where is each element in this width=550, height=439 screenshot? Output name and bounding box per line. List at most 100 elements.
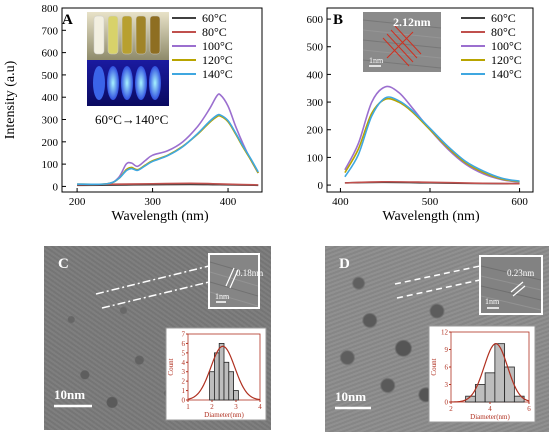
- gaussian-fit-curve: [450, 343, 530, 403]
- d-spacing-label: 0.18nm: [236, 268, 263, 278]
- y-tick-label: 3: [182, 368, 186, 376]
- histogram-bar: [484, 372, 496, 403]
- x-tick-label: 1: [186, 403, 190, 411]
- x-axis-label: Wavelength (nm): [382, 209, 480, 224]
- histogram-bar: [209, 371, 215, 401]
- series-line-120°C: [344, 97, 520, 183]
- panel-letter: C: [58, 256, 69, 272]
- histogram-y-label: Count: [167, 358, 175, 375]
- panel-c-overlay: 0.18nm 1nm C 10nm 1 2 3 401234567Diameter(n…: [54, 253, 267, 421]
- size-histogram: 2 4 6 0 3 6 9 12 Diameter(nm) Count: [428, 325, 536, 423]
- x-tick-label: 2: [449, 405, 453, 413]
- series-line-80°C: [344, 180, 520, 185]
- y-tick-label: 500: [42, 70, 59, 82]
- y-tick-label: 7: [182, 331, 186, 339]
- legend-entry: 100°C: [491, 39, 522, 53]
- scale-bar-label: 10nm: [335, 389, 366, 404]
- x-tick-label: 400: [220, 196, 237, 208]
- legend-entry: 80°C: [202, 25, 227, 39]
- histogram-y-label: Count: [430, 358, 438, 375]
- histogram-x-label: Diameter(nm): [470, 413, 510, 421]
- x-tick-label: 4: [488, 405, 492, 413]
- x-tick-label: 4: [258, 403, 262, 411]
- series-line-140°C: [344, 96, 520, 182]
- x-axis-label: Wavelength (nm): [111, 209, 209, 224]
- y-tick-label: 0: [53, 181, 59, 193]
- legend-entry: 140°C: [202, 67, 233, 81]
- y-tick-label: 200: [307, 125, 324, 137]
- y-tick-label: 0: [445, 399, 449, 407]
- panel-d-overlay: 0.23nm 1nm D 10nm 2 4 6 0 3 6 9 12 Diameter(nm) C…: [335, 255, 543, 423]
- x-tick-label: 400: [332, 196, 349, 208]
- y-tick-label: 5: [182, 349, 186, 357]
- y-tick-label: 4: [182, 359, 186, 367]
- x-tick-label: 600: [511, 196, 528, 208]
- y-tick-label: 600: [307, 14, 324, 26]
- y-tick-label: 0: [318, 180, 324, 192]
- y-tick-label: 2: [182, 378, 186, 386]
- y-tick-label: 800: [42, 3, 59, 15]
- gaussian-fit-curve: [187, 345, 261, 401]
- y-tick-label: 12: [441, 329, 449, 337]
- y-tick-label: 200: [42, 137, 59, 149]
- y-tick-label: 3: [445, 381, 449, 389]
- y-tick-label: 300: [307, 97, 324, 109]
- temperature-range-annotation: 60°C→140°C: [95, 112, 168, 127]
- series-line-100°C: [344, 85, 520, 184]
- inset-scale-label: 1nm: [485, 297, 500, 306]
- series-line-140°C: [77, 113, 259, 186]
- panel-letter: A: [62, 12, 73, 28]
- x-tick-label: 200: [69, 196, 86, 208]
- y-tick-label: 500: [307, 42, 324, 54]
- y-tick-label: 300: [42, 115, 59, 127]
- y-tick-label: 0: [182, 397, 186, 405]
- y-tick-label: 100: [42, 159, 59, 171]
- legend-entry: 120°C: [202, 53, 233, 67]
- legend-entry: 100°C: [202, 39, 233, 53]
- x-tick-label: 2: [210, 403, 214, 411]
- y-tick-label: 100: [307, 152, 324, 164]
- panel-a-spectrum-chart: 200 300 400 0 100 200 300 400 500 600 700 800 A 60°…: [3, 3, 263, 224]
- y-tick-label: 400: [42, 92, 59, 104]
- histogram-x-label: Diameter(nm): [204, 411, 244, 419]
- d-spacing-label: 2.12nm: [393, 15, 431, 29]
- legend-entry: 80°C: [491, 25, 516, 39]
- y-tick-label: 600: [42, 48, 59, 60]
- legend-entry: 60°C: [202, 11, 227, 25]
- lattice-inset: [362, 12, 442, 72]
- d-spacing-label: 0.23nm: [507, 268, 534, 278]
- series-line-80°C: [77, 182, 259, 186]
- y-tick-label: 6: [182, 340, 186, 348]
- x-tick-label: 500: [422, 196, 439, 208]
- x-tick-label: 6: [527, 405, 531, 413]
- legend-entry: 60°C: [491, 11, 516, 25]
- legend-entry: 140°C: [491, 67, 522, 81]
- histogram-bar: [223, 361, 230, 401]
- histogram-bar: [494, 343, 506, 403]
- scale-bar-label: 10nm: [54, 387, 85, 402]
- histogram-bar: [213, 352, 220, 401]
- x-tick-label: 300: [144, 196, 161, 208]
- y-tick-label: 1: [182, 387, 186, 395]
- y-tick-label: 9: [445, 346, 449, 354]
- series-line-100°C: [77, 93, 259, 186]
- histogram-bar: [218, 343, 225, 401]
- vial-photo-inset: [87, 12, 169, 106]
- y-tick-label: 6: [445, 364, 449, 372]
- inset-scale-label: 1nm: [215, 292, 230, 301]
- x-tick-label: 3: [234, 403, 238, 411]
- plot-frame: [61, 7, 263, 193]
- scale-label: 1nm: [369, 56, 384, 65]
- panel-letter: B: [333, 12, 343, 28]
- y-tick-label: 400: [307, 69, 324, 81]
- histogram-bar: [233, 390, 239, 401]
- y-tick-label: 700: [42, 25, 59, 37]
- y-axis-label: Intensity (a.u): [3, 60, 18, 139]
- legend-entry: 120°C: [491, 53, 522, 67]
- histogram-bar: [228, 371, 235, 401]
- panel-letter: D: [339, 256, 350, 272]
